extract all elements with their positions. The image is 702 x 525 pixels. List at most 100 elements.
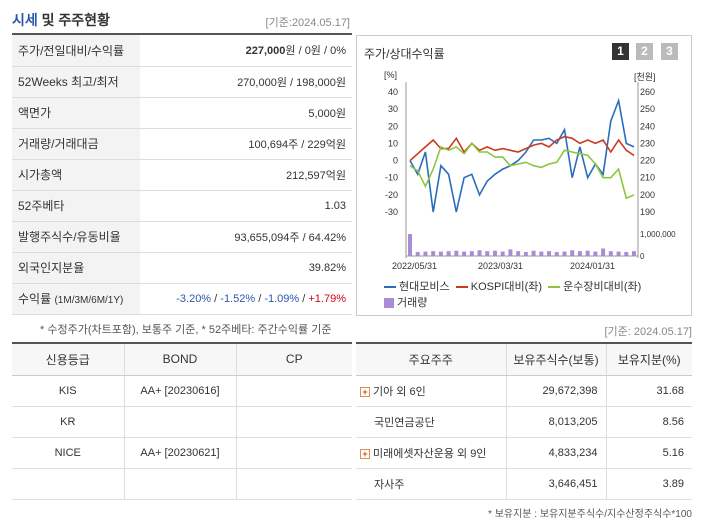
credit-rating-table: 신용등급 BOND CP KIS AA+ [20230616] KR NICE … bbox=[12, 344, 352, 500]
volume-bar bbox=[624, 252, 629, 256]
divider-right bbox=[356, 342, 692, 344]
volume-bar bbox=[415, 252, 420, 256]
table-row: 주가/전일대비/수익률 227,000원 / 0원 / 0% bbox=[12, 35, 352, 67]
volume-bar bbox=[469, 251, 474, 256]
volume-bar bbox=[523, 252, 528, 256]
volume-bar bbox=[570, 250, 575, 256]
volume-bar bbox=[585, 250, 590, 256]
volume-bar bbox=[601, 248, 606, 256]
top-divider bbox=[12, 33, 352, 35]
table-row: 거래량/거래대금 100,694주 / 229억원 bbox=[12, 128, 352, 160]
series-line bbox=[409, 97, 635, 213]
table-row: 외국인지분율 39.82% bbox=[12, 252, 352, 284]
volume-bar bbox=[492, 250, 497, 256]
chart-tab-2[interactable]: 2 bbox=[636, 43, 653, 60]
series-line bbox=[409, 142, 635, 200]
row-value: 212,597억원 bbox=[140, 159, 352, 191]
volume-bar bbox=[462, 251, 467, 256]
y-tick-left: -20 bbox=[385, 190, 398, 200]
y-tick-right: 260 bbox=[640, 87, 655, 97]
y-tick-left: 40 bbox=[388, 87, 398, 97]
row-label: 외국인지분율 bbox=[12, 252, 140, 284]
table-row: 52Weeks 최고/최저 270,000원 / 198,000원 bbox=[12, 66, 352, 98]
holders-note: * 보유지분 : 보유지분주식수/지수산정주식수*100 bbox=[488, 509, 692, 520]
returns-value: -3.20% / -1.52% / -1.09% / +1.79% bbox=[140, 283, 352, 315]
table-row: NICE AA+ [20230621] bbox=[12, 437, 352, 469]
major-holders-table: 주요주주 보유주식수(보통) 보유지분(%) + 기아 외 6인 29,672,3… bbox=[356, 344, 692, 500]
row-label: 52Weeks 최고/최저 bbox=[12, 66, 140, 98]
row-label: 52주베타 bbox=[12, 190, 140, 222]
volume-bar bbox=[539, 251, 544, 256]
price-info-table: 주가/전일대비/수익률 227,000원 / 0원 / 0% 52Weeks 최… bbox=[12, 35, 352, 315]
section-title: 시세 및 주주현황 bbox=[12, 12, 110, 28]
y-tick-left: 10 bbox=[388, 138, 398, 148]
legend-item: 운수장비대비(좌) bbox=[548, 281, 641, 293]
row-label: 액면가 bbox=[12, 97, 140, 129]
table-row: + 기아 외 6인 29,672,398 31.68 bbox=[356, 375, 692, 407]
table-row: + 미래에셋자산운용 외 9인 4,833,234 5.16 bbox=[356, 437, 692, 469]
table-row: 시가총액 212,597억원 bbox=[12, 159, 352, 191]
table-row: 액면가 5,000원 bbox=[12, 97, 352, 129]
y-tick-right: 190 bbox=[640, 207, 655, 217]
table-row bbox=[12, 468, 352, 500]
table-row: 발행주식수/유동비율 93,655,094주 / 64.42% bbox=[12, 221, 352, 253]
chart-tab-3[interactable]: 3 bbox=[661, 43, 678, 60]
volume-bar bbox=[454, 250, 459, 256]
volume-bar bbox=[431, 251, 436, 256]
row-value: 227,000원 / 0원 / 0% bbox=[140, 35, 352, 67]
volume-bar bbox=[577, 251, 582, 256]
volume-zero: 0 bbox=[640, 252, 645, 261]
x-tick-label: 2022/05/31 bbox=[392, 261, 437, 271]
row-label: 주가/전일대비/수익률 bbox=[12, 35, 140, 67]
volume-bar bbox=[554, 252, 559, 256]
row-label: 수익률 (1M/3M/6M/1Y) bbox=[12, 283, 140, 315]
volume-tick: 1,000,000 bbox=[640, 230, 676, 239]
base-date-2: [기준: 2024.05.17] bbox=[604, 326, 692, 338]
row-value: 93,655,094주 / 64.42% bbox=[140, 221, 352, 253]
table-row: 국민연금공단 8,013,205 8.56 bbox=[356, 406, 692, 438]
row-label: 시가총액 bbox=[12, 159, 140, 191]
volume-bar bbox=[477, 250, 482, 256]
y-tick-right: 200 bbox=[640, 190, 655, 200]
chart-legend: 현대모비스 KOSPI대비(좌) 운수장비대비(좌) bbox=[384, 278, 641, 294]
volume-bar bbox=[446, 251, 451, 256]
volume-bar bbox=[423, 251, 428, 256]
y-tick-left: 0 bbox=[393, 156, 398, 166]
table-header: 주요주주 보유주식수(보통) 보유지분(%) bbox=[356, 344, 692, 376]
y-tick-left: 20 bbox=[388, 121, 398, 131]
chart-tab-1[interactable]: 1 bbox=[612, 43, 629, 60]
volume-bar bbox=[616, 251, 621, 256]
volume-bar bbox=[485, 251, 490, 256]
expand-icon[interactable]: + bbox=[360, 448, 370, 459]
y-tick-right: 250 bbox=[640, 104, 655, 114]
y-tick-left: -30 bbox=[385, 207, 398, 217]
y-tick-right: 240 bbox=[640, 121, 655, 131]
chart-legend-volume: 거래량 bbox=[384, 294, 427, 310]
row-value: 5,000원 bbox=[140, 97, 352, 129]
legend-item: KOSPI대비(좌) bbox=[455, 281, 542, 293]
volume-bar bbox=[508, 249, 513, 256]
volume-bar bbox=[531, 250, 536, 256]
y-tick-right: 220 bbox=[640, 156, 655, 166]
y-tick-left: 30 bbox=[388, 104, 398, 114]
price-note: * 수정주가(차트포함), 보통주 기준, * 52주베타: 주간수익률 기준 bbox=[40, 324, 332, 336]
volume-bar bbox=[547, 251, 552, 256]
table-row: 자사주 3,646,451 3.89 bbox=[356, 468, 692, 500]
volume-bar bbox=[408, 234, 412, 256]
table-header: 신용등급 BOND CP bbox=[12, 344, 352, 376]
volume-bar bbox=[562, 251, 567, 256]
series-line bbox=[409, 135, 635, 162]
volume-bar bbox=[438, 251, 443, 256]
y-tick-right: 230 bbox=[640, 138, 655, 148]
volume-bar bbox=[608, 251, 613, 256]
chart-panel bbox=[356, 35, 692, 316]
row-value: 1.03 bbox=[140, 190, 352, 222]
row-value: 100,694주 / 229억원 bbox=[140, 128, 352, 160]
left-unit: [%] bbox=[384, 70, 397, 80]
y-tick-right: 210 bbox=[640, 173, 655, 183]
row-value: 270,000원 / 198,000원 bbox=[140, 66, 352, 98]
expand-icon[interactable]: + bbox=[360, 386, 370, 397]
table-row: 52주베타 1.03 bbox=[12, 190, 352, 222]
table-row: KR bbox=[12, 406, 352, 438]
row-label: 발행주식수/유동비율 bbox=[12, 221, 140, 253]
